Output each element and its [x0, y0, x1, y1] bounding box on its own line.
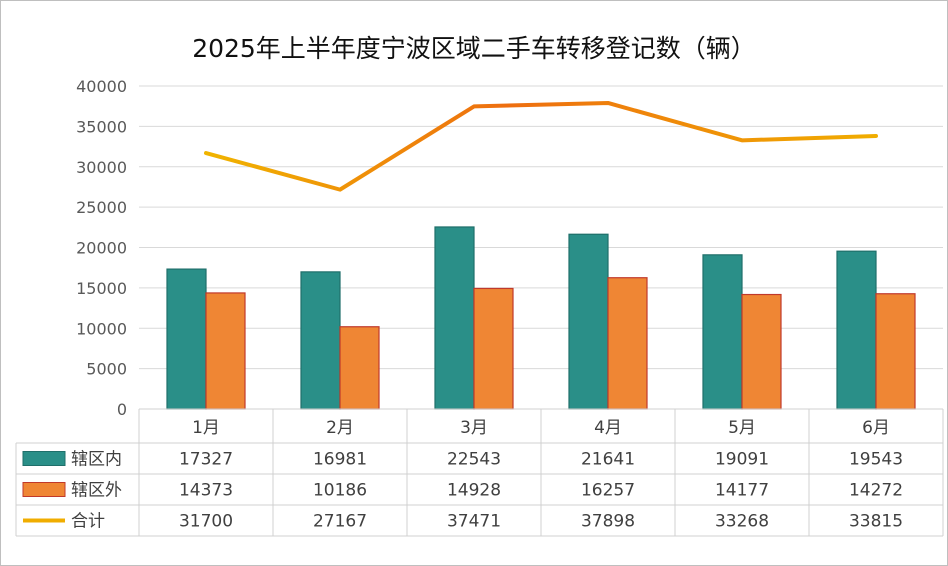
- data-label: 19543: [849, 450, 903, 470]
- data-label: 16257: [581, 481, 635, 501]
- bar-outer-5: [741, 293, 782, 410]
- x-tick-label: 6月: [862, 418, 890, 438]
- data-label: 10186: [313, 481, 367, 501]
- bar-outer-3: [473, 287, 514, 410]
- bar-outer-4: [607, 277, 648, 410]
- bar-outer-2: [339, 326, 380, 410]
- data-label: 31700: [179, 512, 233, 532]
- bar-inner-2: [300, 271, 341, 410]
- data-label: 14177: [715, 481, 769, 501]
- y-tick-label: 10000: [76, 319, 127, 338]
- legend-label: 辖区内: [71, 450, 122, 470]
- y-tick-label: 20000: [76, 239, 127, 258]
- bar-inner-6: [836, 250, 877, 410]
- y-tick-label: 15000: [76, 279, 127, 298]
- data-label: 19091: [715, 450, 769, 470]
- line-total: [204, 100, 878, 192]
- legend-label: 合计: [71, 512, 105, 532]
- data-label: 37898: [581, 512, 635, 532]
- y-tick-label: 40000: [76, 77, 127, 96]
- bar-outer-6: [875, 293, 916, 410]
- data-label: 14272: [849, 481, 903, 501]
- x-tick-label: 4月: [594, 418, 622, 438]
- bar-inner-4: [568, 233, 609, 410]
- legend-swatch-2: [22, 482, 66, 497]
- x-tick-label: 5月: [728, 418, 756, 438]
- bar-inner-1: [166, 268, 207, 410]
- data-label: 16981: [313, 450, 367, 470]
- data-label: 27167: [313, 512, 367, 532]
- bar-inner-5: [702, 254, 743, 410]
- y-tick-label: 0: [117, 400, 127, 419]
- data-label: 37471: [447, 512, 501, 532]
- y-tick-label: 5000: [86, 360, 127, 379]
- y-tick-label: 25000: [76, 198, 127, 217]
- data-label: 33815: [849, 512, 903, 532]
- data-label: 22543: [447, 450, 501, 470]
- legend-swatch-1: [22, 451, 66, 466]
- data-label: 14928: [447, 481, 501, 501]
- chart-title: 2025年上半年度宁波区域二手车转移登记数（辆）: [192, 34, 756, 63]
- data-label: 14373: [179, 481, 233, 501]
- bar-outer-1: [205, 292, 246, 410]
- x-tick-label: 3月: [460, 418, 488, 438]
- y-tick-label: 30000: [76, 158, 127, 177]
- x-tick-label: 2月: [326, 418, 354, 438]
- legend-label: 辖区外: [71, 481, 122, 501]
- data-label: 17327: [179, 450, 233, 470]
- x-tick-label: 1月: [192, 418, 220, 438]
- y-tick-label: 35000: [76, 117, 127, 136]
- data-label: 33268: [715, 512, 769, 532]
- bar-inner-3: [434, 226, 475, 410]
- data-label: 21641: [581, 450, 635, 470]
